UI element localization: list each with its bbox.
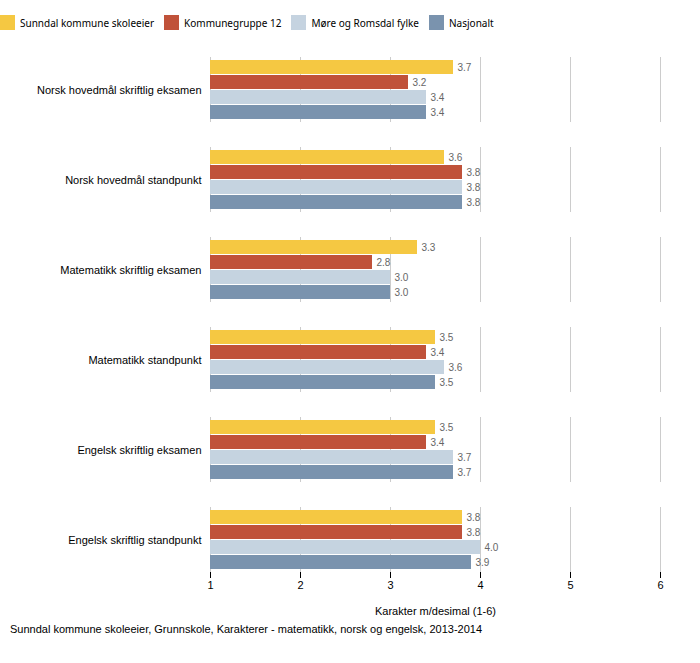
html-text:Sunndal kommune skoleeier, Gru: Sunndal kommune skoleeier, Grunnskole, K…: [10, 623, 482, 635]
svg-text:3.8: 3.8: [467, 512, 481, 523]
svg-text:3.9: 3.9: [476, 557, 490, 568]
svg-text:3.2: 3.2: [413, 77, 427, 88]
svg-text:3: 3: [387, 579, 393, 591]
svg-text:3.3: 3.3: [422, 242, 436, 253]
svg-text:Norsk hovedmål skriftlig eksam: Norsk hovedmål skriftlig eksamen: [37, 84, 201, 96]
svg-text:Engelsk skriftlig eksamen: Engelsk skriftlig eksamen: [77, 444, 201, 456]
html-text:Møre og Romsdal fylke: Møre og Romsdal fylke: [311, 15, 419, 30]
svg-text:3.8: 3.8: [467, 197, 481, 208]
svg-text:3.4: 3.4: [431, 92, 445, 103]
svg-text:3.4: 3.4: [431, 107, 445, 118]
svg-text:2.8: 2.8: [377, 257, 391, 268]
svg-text:Karakter m/desimal (1-6): Karakter m/desimal (1-6): [375, 605, 496, 617]
svg-text:Matematikk standpunkt: Matematikk standpunkt: [88, 354, 201, 366]
svg-text:3.8: 3.8: [467, 527, 481, 538]
html-text:Nasjonalt: Nasjonalt: [449, 15, 494, 30]
svg-text:3.6: 3.6: [449, 152, 463, 163]
svg-text:3.8: 3.8: [467, 167, 481, 178]
svg-text:5: 5: [567, 579, 573, 591]
svg-text:3.6: 3.6: [449, 362, 463, 373]
svg-text:3.0: 3.0: [395, 287, 409, 298]
svg-text:3.7: 3.7: [458, 62, 472, 73]
svg-text:Engelsk skriftlig standpunkt: Engelsk skriftlig standpunkt: [68, 534, 201, 546]
svg-text:4: 4: [477, 579, 483, 591]
html-text:Sunndal kommune skoleeier: Sunndal kommune skoleeier: [20, 15, 155, 30]
svg-text:2: 2: [297, 579, 303, 591]
svg-text:3.4: 3.4: [431, 437, 445, 448]
svg-text:3.8: 3.8: [467, 182, 481, 193]
svg-text:3.5: 3.5: [440, 332, 454, 343]
svg-text:3.5: 3.5: [440, 422, 454, 433]
html-text:Kommunegruppe 12: Kommunegruppe 12: [184, 15, 282, 30]
svg-text:3.7: 3.7: [458, 467, 472, 478]
svg-text:Norsk hovedmål standpunkt: Norsk hovedmål standpunkt: [65, 174, 201, 186]
svg-text:4.0: 4.0: [485, 542, 499, 553]
svg-text:3.5: 3.5: [440, 377, 454, 388]
svg-text:1: 1: [207, 579, 213, 591]
svg-text:6: 6: [657, 579, 663, 591]
svg-text:Matematikk skriftlig eksamen: Matematikk skriftlig eksamen: [60, 264, 201, 276]
svg-text:3.0: 3.0: [395, 272, 409, 283]
svg-text:3.4: 3.4: [431, 347, 445, 358]
svg-text:3.7: 3.7: [458, 452, 472, 463]
